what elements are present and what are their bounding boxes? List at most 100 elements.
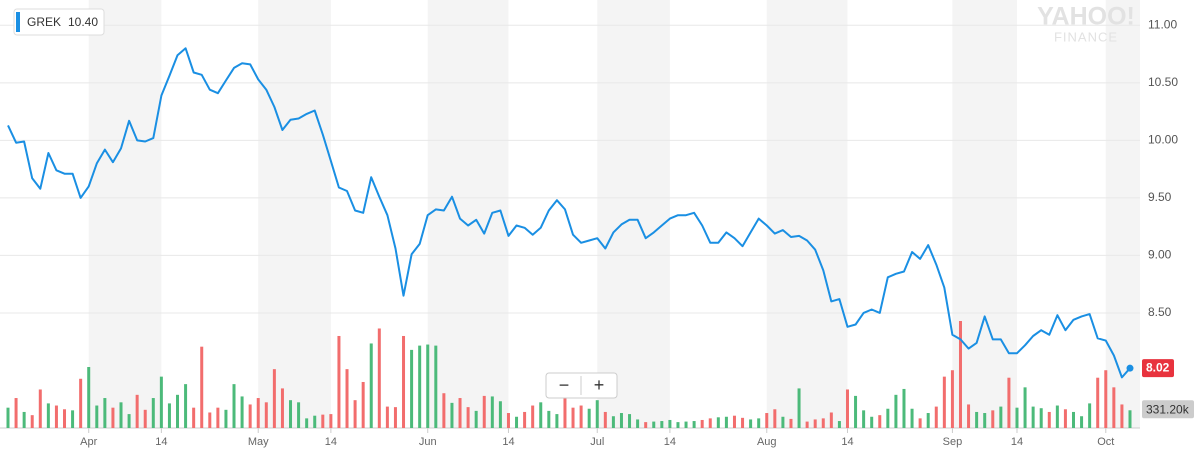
volume-bar [821, 418, 825, 428]
band [952, 0, 1017, 428]
y-tick-label: 11.00 [1148, 17, 1177, 31]
volume-bar [466, 407, 470, 428]
volume-bar [200, 346, 204, 428]
volume-bar [95, 405, 99, 428]
volume-bar [280, 388, 284, 428]
y-tick-label: 10.00 [1148, 133, 1178, 147]
volume-bar [321, 414, 325, 428]
volume-bar [886, 408, 890, 428]
volume-bar [700, 419, 704, 428]
volume-bar [862, 410, 866, 428]
y-tick-label: 10.50 [1148, 75, 1178, 89]
volume-bar [967, 404, 971, 428]
volume-bar [22, 411, 26, 428]
logo-subtitle: FINANCE [1054, 29, 1118, 44]
volume-bar [781, 416, 785, 428]
volume-bar [377, 328, 381, 428]
volume-bar [337, 335, 341, 428]
y-tick-label: 9.00 [1148, 248, 1172, 262]
volume-bar [127, 414, 131, 428]
volume-bar [1063, 409, 1067, 428]
volume-bar [942, 376, 946, 428]
volume-bar [894, 394, 898, 428]
volume-bar [450, 402, 454, 428]
last-point [1126, 364, 1134, 372]
volume-bar [595, 400, 599, 428]
volume-bar [474, 410, 478, 428]
volume-bar [515, 416, 519, 428]
volume-bar [1015, 407, 1019, 428]
volume-bar [264, 402, 268, 428]
volume-bar [660, 421, 664, 428]
volume-bar [1055, 405, 1059, 428]
volume-bar [870, 416, 874, 428]
zoom-out[interactable]: − [559, 375, 570, 395]
volume-bar [999, 406, 1003, 428]
legend: GREK 10.40 [13, 8, 105, 36]
volume-bar [547, 410, 551, 428]
volume-bar [708, 418, 712, 428]
volume-bar [14, 398, 18, 428]
volume-bar [151, 398, 155, 428]
volume-bar [531, 405, 535, 428]
volume-bar [38, 389, 42, 428]
volume-bar [434, 345, 438, 428]
band [1105, 0, 1140, 428]
volume-bar [789, 418, 793, 428]
volume-bar [587, 408, 591, 428]
volume-bar [256, 398, 260, 428]
x-tick-label: Apr [80, 436, 97, 448]
volume-bar [1080, 416, 1084, 428]
volume-tag [1142, 400, 1194, 419]
zoom-in[interactable]: + [594, 375, 605, 395]
volume-bar [482, 395, 486, 428]
volume-bar [167, 403, 171, 428]
volume-bar [749, 419, 753, 428]
volume-bar [958, 321, 962, 428]
volume-bar [854, 395, 858, 428]
volume-bar [628, 414, 632, 428]
volume-bar [54, 405, 58, 428]
volume-bar [216, 407, 220, 428]
logo-title: YAHOO! [1037, 3, 1135, 31]
volume-bar [498, 401, 502, 428]
volume-bar [716, 417, 720, 428]
volume-bar [232, 384, 236, 428]
volume-bar [426, 344, 430, 428]
volume-bar [1071, 411, 1075, 428]
band [597, 0, 670, 428]
volume-bar [329, 414, 333, 428]
price-line [7, 47, 1131, 379]
volume-bar [103, 398, 107, 428]
x-tick-label: May [248, 436, 269, 448]
volume-bar [555, 414, 559, 428]
volume-bar [845, 389, 849, 428]
volume-bar [1088, 403, 1092, 428]
volume-bar [902, 388, 906, 428]
price-tag [1142, 359, 1174, 378]
zoom-controls: − + [545, 372, 618, 399]
volume-bar [176, 394, 180, 428]
volume-bar [732, 415, 736, 428]
volume-bar [1023, 387, 1027, 428]
volume-bar [159, 376, 163, 428]
volume-bar [458, 398, 462, 428]
volume-bar [1128, 410, 1132, 428]
x-tick-label: Jun [419, 436, 437, 448]
volume-bar [71, 410, 75, 428]
volume-bar [684, 421, 688, 428]
volume-bar [926, 413, 930, 428]
volume-bar [402, 335, 406, 428]
volume-bar [506, 413, 510, 428]
volume-bar [289, 400, 293, 428]
volume-bar [111, 407, 115, 428]
x-tick-label: 14 [155, 436, 167, 448]
band [427, 0, 509, 428]
volume-bar [1047, 411, 1051, 428]
x-tick-label: 14 [502, 436, 514, 448]
legend-swatch [16, 12, 20, 32]
band [766, 0, 848, 428]
volume-bar [369, 343, 373, 428]
volume-bar [910, 408, 914, 428]
